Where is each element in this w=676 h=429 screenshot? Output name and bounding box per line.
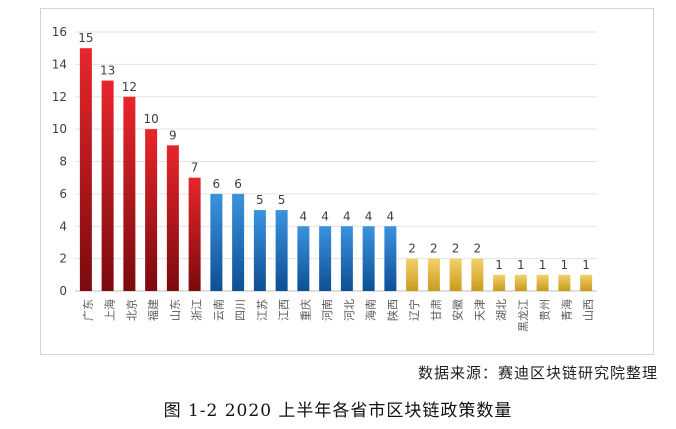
y-tick-label: 8	[59, 155, 67, 169]
y-tick-label: 4	[59, 219, 67, 233]
data-label: 4	[387, 209, 395, 223]
bar	[406, 258, 419, 291]
data-label: 2	[430, 242, 438, 256]
bar	[536, 274, 549, 291]
bar	[362, 226, 375, 291]
bar	[79, 48, 92, 291]
data-label: 1	[561, 258, 569, 272]
x-category-label: 云南	[212, 299, 225, 321]
y-tick-label: 16	[52, 25, 67, 39]
data-label: 6	[213, 177, 221, 191]
bar	[297, 226, 310, 291]
data-label: 4	[321, 209, 329, 223]
bars	[79, 48, 593, 291]
bar	[210, 193, 223, 291]
data-label: 10	[143, 112, 158, 126]
data-label: 1	[539, 258, 547, 272]
x-category-label: 浙江	[191, 299, 204, 321]
bar	[471, 258, 484, 291]
bar	[123, 96, 136, 291]
data-label: 15	[78, 31, 93, 45]
x-category-label: 江苏	[256, 299, 269, 321]
data-label: 1	[495, 258, 503, 272]
data-label: 7	[191, 161, 199, 175]
bar	[558, 274, 571, 291]
x-category-label: 湖北	[495, 299, 508, 321]
y-axis-ticks: 0 2 4 6 8 10 12 14 16	[52, 25, 67, 298]
y-tick-label: 14	[52, 57, 67, 71]
data-label: 9	[169, 128, 177, 142]
gridlines	[75, 31, 597, 292]
bar	[384, 226, 397, 291]
x-axis-categories: 广东 上海 北京 福建 山东 浙江 云南 四川 江苏 江西 重庆 河南 河北 海南 陕西 辽宁 甘肃 安徽 天津 湖北…	[82, 299, 595, 332]
x-category-label: 黑龙江	[517, 299, 530, 332]
x-category-label: 上海	[103, 299, 117, 321]
x-category-label: 甘肃	[430, 299, 443, 321]
x-category-label: 安徽	[451, 299, 465, 321]
x-category-label: 河北	[343, 299, 356, 321]
bar	[427, 258, 440, 291]
bar	[449, 258, 462, 291]
y-tick-label: 10	[52, 122, 67, 136]
data-label: 2	[474, 242, 482, 256]
data-label: 1	[582, 258, 590, 272]
figure-caption: 图 1-2 2020 上半年各省市区块链政策数量	[163, 401, 513, 421]
x-category-label: 江西	[278, 299, 291, 321]
bar	[101, 80, 114, 291]
bar	[188, 177, 201, 291]
x-category-label: 山西	[582, 299, 595, 321]
data-label: 2	[408, 242, 416, 256]
data-label: 4	[343, 209, 351, 223]
y-tick-label: 2	[59, 252, 67, 266]
y-tick-label: 12	[52, 90, 67, 104]
bar	[232, 193, 245, 291]
data-label: 4	[365, 209, 373, 223]
data-label: 2	[452, 242, 460, 256]
data-label: 5	[278, 193, 286, 207]
x-category-label: 四川	[234, 299, 247, 321]
bar	[275, 210, 288, 291]
x-category-label: 广东	[82, 299, 95, 321]
chart-frame: 0 2 4 6 8 10 12 14 16 15 13 12 10 9 7 6 6 5 5 4 4 4 4 4 2 2 2 2 1 1 1…	[40, 8, 654, 355]
data-label: 1	[517, 258, 525, 272]
bar	[166, 145, 179, 291]
x-category-label: 青海	[559, 299, 573, 321]
data-label: 12	[122, 80, 137, 94]
data-label: 6	[234, 177, 242, 191]
x-category-label: 贵州	[539, 299, 552, 321]
x-category-label: 山东	[169, 299, 182, 321]
source-note: 数据来源：赛迪区块链研究院整理	[417, 364, 658, 382]
bar	[493, 274, 506, 291]
bar	[319, 226, 332, 291]
data-label: 5	[256, 193, 264, 207]
x-category-label: 福建	[146, 299, 160, 321]
x-category-label: 天津	[473, 299, 486, 321]
x-category-label: 陕西	[385, 299, 399, 321]
bar	[580, 274, 593, 291]
data-label: 13	[100, 64, 115, 78]
x-category-label: 海南	[364, 299, 378, 321]
x-category-label: 重庆	[298, 299, 312, 321]
x-category-label: 北京	[124, 299, 138, 321]
data-label: 4	[300, 209, 308, 223]
bar	[145, 129, 158, 291]
y-tick-label: 0	[59, 284, 67, 298]
x-category-label: 辽宁	[407, 299, 421, 321]
bar	[253, 210, 266, 291]
y-tick-label: 6	[59, 187, 67, 201]
bar	[340, 226, 353, 291]
x-category-label: 河南	[321, 299, 334, 321]
bar	[514, 274, 527, 291]
